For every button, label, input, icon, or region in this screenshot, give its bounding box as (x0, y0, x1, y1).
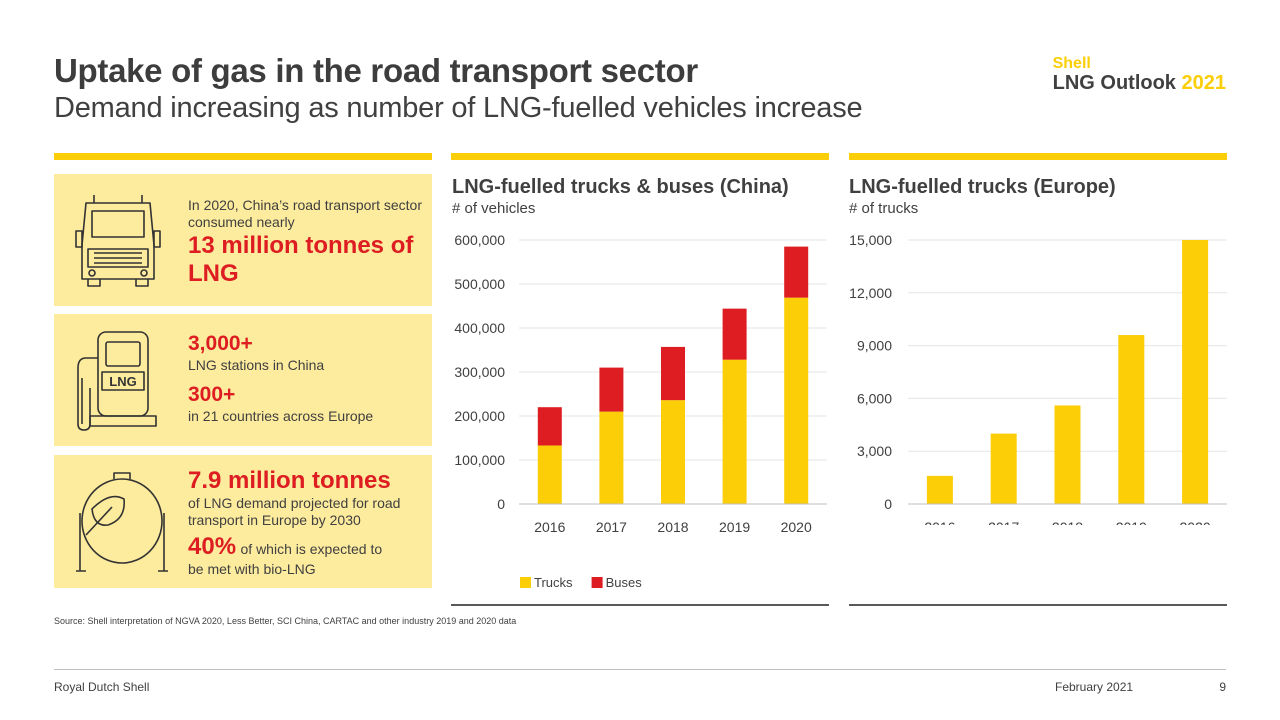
brand-report-name: LNG Outlook (1052, 72, 1176, 94)
china-ytick-label: 100,000 (454, 452, 505, 468)
europe-bar-trucks (1182, 240, 1209, 504)
china-bar-buses (722, 308, 747, 360)
europe-bar-trucks (1054, 405, 1081, 504)
europe-ytick-label: 0 (884, 496, 892, 512)
panel-stations-text: 3,000+ LNG stations in China 300+ in 21 … (188, 331, 422, 425)
china-stations-text: LNG stations in China (188, 357, 325, 373)
europe-ytick-label: 15,000 (849, 232, 892, 248)
chart-rule-middle (451, 604, 829, 606)
china-xtick-label: 2017 (596, 519, 627, 535)
europe-xtick-label: 2018 (1052, 519, 1083, 525)
china-stations-count: 3,000+ (188, 332, 253, 355)
fuel-pump-icon: LNG (72, 328, 172, 439)
china-bar-trucks (722, 359, 747, 504)
page-subtitle: Demand increasing as number of LNG-fuell… (54, 92, 863, 124)
column-rule-middle (451, 153, 829, 160)
europe-demand-amount: 7.9 million tonnes (188, 467, 391, 494)
china-bar-trucks (784, 297, 809, 504)
bio-tank-icon (72, 469, 172, 580)
brand-logo: Shell LNG Outlook 2021 (1052, 55, 1226, 95)
chart-rule-right (849, 604, 1227, 606)
europe-bar-trucks (990, 433, 1017, 504)
china-bar-trucks (661, 400, 685, 504)
europe-ytick-label: 3,000 (857, 443, 892, 459)
china-consumption-intro: In 2020, China’s road transport sector c… (188, 197, 422, 230)
panel-china-text: In 2020, China’s road transport sector c… (188, 197, 422, 288)
brand-year: 2021 (1181, 72, 1227, 94)
china-legend-label-buses: Buses (606, 575, 643, 590)
chart-china: 0 100,000 200,000 300,000 400,000 500,000 600,… (454, 232, 827, 590)
panel-demand-text: 7.9 million tonnes of LNG demand project… (188, 467, 422, 578)
china-bar-buses (661, 346, 685, 401)
chart-china-ylabel: # of vehicles (452, 200, 536, 217)
column-rule-right (849, 153, 1227, 160)
chart-china-title: LNG-fuelled trucks & buses (China) (452, 176, 789, 198)
source-note: Source: Shell interpretation of NGVA 202… (54, 616, 517, 626)
china-xtick-label: 2018 (657, 519, 688, 535)
europe-bar-trucks (1118, 335, 1145, 504)
column-rule-left (54, 153, 432, 160)
china-xtick-label: 2016 (534, 519, 565, 535)
china-bar-trucks (537, 445, 562, 504)
panel-lng-stations: LNG 3,000+ LNG stations in China 300+ in… (54, 314, 432, 446)
brand-report: LNG Outlook 2021 (1053, 72, 1226, 94)
chart-europe-ylabel: # of trucks (849, 200, 919, 217)
europe-stations-text: in 21 countries across Europe (188, 408, 374, 424)
europe-ytick-label: 6,000 (857, 390, 892, 406)
europe-xtick-label: 2020 (1180, 519, 1211, 525)
truck-icon (72, 189, 164, 294)
china-bar-buses (537, 407, 562, 446)
footer-divider (54, 669, 1226, 670)
panel-europe-demand: 7.9 million tonnes of LNG demand project… (54, 455, 432, 588)
chart-europe: 0 3,000 6,000 9,000 12,000 15,000 2016 2017 2018… (849, 232, 1227, 525)
footer-page-number: 9 (1219, 680, 1226, 694)
europe-xtick-label: 2019 (1116, 519, 1147, 525)
china-consumption-highlight: 13 million tonnes of LNG (188, 232, 414, 287)
panel-china-consumption: In 2020, China’s road transport sector c… (54, 174, 432, 306)
china-legend-label-trucks: Trucks (534, 575, 573, 590)
china-ytick-label: 200,000 (454, 408, 505, 424)
brand-company: Shell (1052, 55, 1091, 72)
europe-bar-trucks (926, 475, 953, 504)
bio-lng-line: 40% of which is expected to (188, 533, 422, 561)
china-bar-buses (784, 246, 809, 298)
europe-ytick-label: 12,000 (849, 285, 892, 301)
pump-icon-label: LNG (109, 374, 136, 389)
china-ytick-label: 400,000 (454, 320, 505, 336)
europe-ytick-label: 9,000 (857, 338, 892, 354)
china-legend-swatch-trucks (520, 577, 531, 588)
china-ytick-label: 500,000 (454, 276, 505, 292)
china-bar-buses (599, 367, 624, 412)
europe-stations-count: 300+ (188, 383, 236, 406)
china-xtick-label: 2019 (719, 519, 750, 535)
china-legend-swatch-buses (591, 577, 603, 588)
china-ytick-label: 300,000 (454, 364, 505, 380)
china-ytick-label: 600,000 (454, 232, 505, 248)
europe-xtick-label: 2017 (988, 519, 1019, 525)
china-bar-trucks (599, 411, 624, 504)
bio-lng-text-a: of which is expected to (240, 541, 383, 557)
chart-europe-title: LNG-fuelled trucks (Europe) (849, 176, 1116, 198)
footer-date: February 2021 (1055, 680, 1134, 694)
europe-demand-text: of LNG demand projected for road transpo… (188, 495, 401, 528)
china-xtick-label: 2020 (781, 519, 812, 535)
bio-lng-share: 40% (188, 533, 237, 560)
footer-company: Royal Dutch Shell (54, 680, 150, 694)
europe-xtick-label: 2016 (924, 519, 955, 525)
china-ytick-label: 0 (497, 496, 505, 512)
page-title: Uptake of gas in the road transport sect… (54, 52, 698, 89)
bio-lng-text-b: be met with bio-LNG (188, 561, 316, 577)
